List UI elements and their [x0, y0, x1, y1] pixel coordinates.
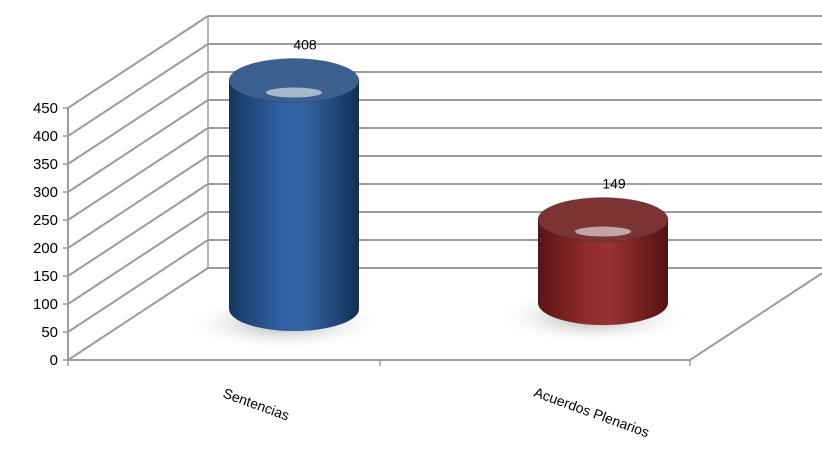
y-tick-label: 450: [33, 100, 58, 117]
bar-top: [228, 58, 360, 104]
bar-body: [538, 219, 668, 325]
bar-top: [537, 197, 669, 243]
y-tick-label: 350: [33, 156, 58, 173]
data-label: 149: [602, 176, 626, 192]
y-tick-label: 0: [50, 352, 58, 369]
bar-1: [228, 58, 360, 332]
y-tick-label: 150: [33, 268, 58, 285]
y-tick-label: 50: [41, 324, 58, 341]
gridline-side: [67, 43, 209, 137]
gridline-side: [67, 99, 209, 193]
gridline-side: [67, 127, 209, 221]
gridline-side: [67, 71, 209, 165]
x-category-label: Acuerdos Plenarios: [532, 384, 652, 441]
y-tick-label: 400: [33, 128, 58, 145]
bars: [228, 58, 669, 332]
gridline-side: [67, 239, 209, 333]
bar-highlight: [575, 226, 631, 237]
gridline-side: [67, 15, 209, 109]
bar-2: [537, 197, 669, 325]
bar-body: [229, 80, 359, 332]
gridline-side: [67, 183, 209, 277]
y-tick-label: 300: [33, 184, 58, 201]
gridline-side: [67, 155, 209, 249]
y-tick-label: 250: [33, 212, 58, 229]
floor-right-edge: [689, 272, 822, 361]
x-category-label: Sentencias: [221, 385, 292, 424]
gridline-side: [67, 211, 209, 305]
y-tick-label: 100: [33, 296, 58, 313]
data-label: 408: [293, 37, 317, 53]
y-tick-label: 200: [33, 240, 58, 257]
bar-highlight: [266, 87, 322, 98]
chart-frame: [63, 15, 822, 366]
gridline-side: [67, 267, 209, 361]
